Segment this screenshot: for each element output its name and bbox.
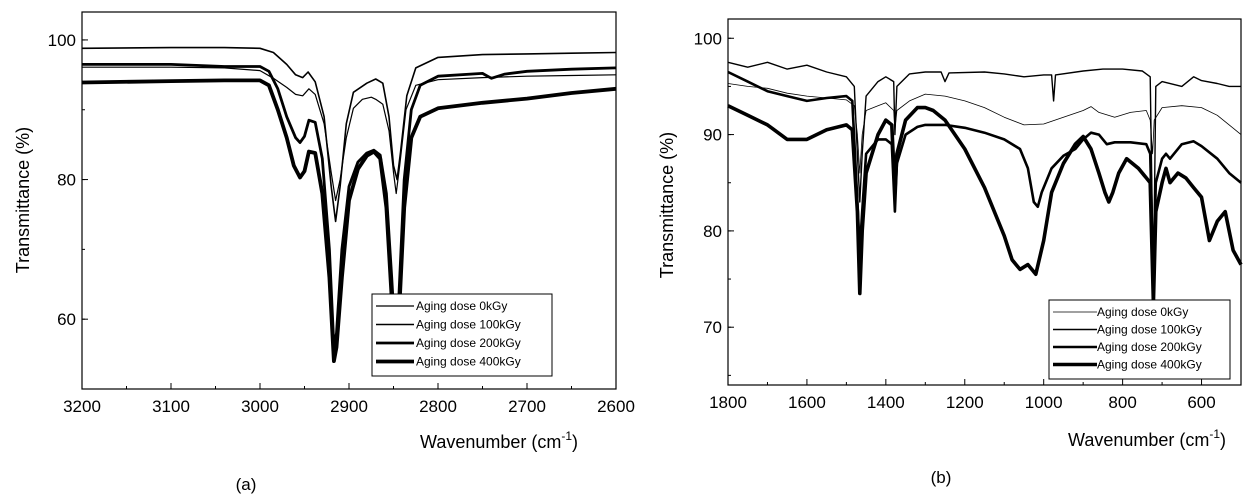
- legend-label-3: Aging dose 400kGy: [416, 355, 521, 369]
- x-axis-label-sup: -1: [561, 429, 572, 443]
- x-tick-label: 2900: [330, 397, 368, 416]
- legend-label-3: Aging dose 400kGy: [1097, 358, 1202, 372]
- series-layer: [727, 61, 1243, 305]
- series-line-2: [82, 63, 617, 349]
- x-axis-label: Wavenumber (cm-1): [420, 429, 578, 452]
- x-tick-label: 3100: [152, 397, 190, 416]
- x-axis-label: Wavenumber (cm-1): [1068, 427, 1226, 450]
- series-line-3: [727, 104, 1243, 305]
- panel-label-b: (b): [931, 468, 952, 487]
- y-tick-label: 100: [694, 29, 722, 48]
- x-tick-label: 1000: [1025, 393, 1063, 412]
- x-tick-label: 2700: [508, 397, 546, 416]
- series-line-3: [81, 78, 617, 363]
- legend-label-1: Aging dose 100kGy: [416, 318, 521, 332]
- y-tick-label: 70: [703, 318, 722, 337]
- legend-label-2: Aging dose 200kGy: [1097, 340, 1202, 354]
- y-tick-label: 90: [703, 126, 722, 145]
- series-line-0: [82, 66, 617, 202]
- ticks-layer: 3200 3100 3000 2900 2800 2700 2600 60 80 100: [48, 31, 635, 416]
- chart-panel-b: 1800 1600 1400 1200 1000 800 600 70 80 90 100 Tran…: [657, 18, 1243, 487]
- x-axis-label-end: ): [572, 432, 578, 452]
- x-tick-label: 1400: [867, 393, 905, 412]
- ticks-layer: 1800 1600 1400 1200 1000 800 600 70 80 90 100: [694, 29, 1216, 412]
- x-axis-label-main: Wavenumber (cm: [420, 432, 561, 452]
- legend-label-0: Aging dose 0kGy: [1097, 305, 1188, 319]
- series-line-1: [81, 46, 617, 223]
- plot-frame: [727, 18, 1242, 386]
- legend: Aging dose 0kGy Aging dose 100kGy Aging do…: [371, 293, 553, 377]
- legend-label-0: Aging dose 0kGy: [416, 299, 507, 313]
- panel-label-a: (a): [236, 475, 257, 494]
- chart-panel-a: 3200 3100 3000 2900 2800 2700 2600 60 80 100 Tran…: [13, 11, 635, 494]
- y-axis-label: Transmittance (%): [13, 127, 33, 273]
- series-layer: [81, 46, 617, 363]
- x-tick-label: 2800: [419, 397, 457, 416]
- x-tick-label: 3200: [63, 397, 101, 416]
- x-axis-label-end: ): [1220, 430, 1226, 450]
- y-tick-label: 60: [57, 310, 76, 329]
- y-tick-label: 80: [57, 171, 76, 190]
- x-axis-label-sup: -1: [1209, 427, 1220, 441]
- x-axis-label-main: Wavenumber (cm: [1068, 430, 1209, 450]
- series-line-1: [727, 61, 1241, 290]
- y-tick-label: 80: [703, 222, 722, 241]
- x-tick-label: 1600: [788, 393, 826, 412]
- legend-label-1: Aging dose 100kGy: [1097, 323, 1202, 337]
- x-tick-label: 1200: [946, 393, 984, 412]
- x-tick-label: 3000: [241, 397, 279, 416]
- x-tick-label: 1800: [709, 393, 747, 412]
- legend: Aging dose 0kGy Aging dose 100kGy Aging do…: [1048, 299, 1231, 380]
- x-tick-label: 2600: [597, 397, 635, 416]
- legend-label-2: Aging dose 200kGy: [416, 336, 521, 350]
- series-line-0: [727, 83, 1242, 174]
- y-axis-label: Transmittance (%): [657, 132, 677, 278]
- x-tick-label: 600: [1187, 393, 1215, 412]
- y-tick-label: 100: [48, 31, 76, 50]
- x-tick-label: 800: [1108, 393, 1136, 412]
